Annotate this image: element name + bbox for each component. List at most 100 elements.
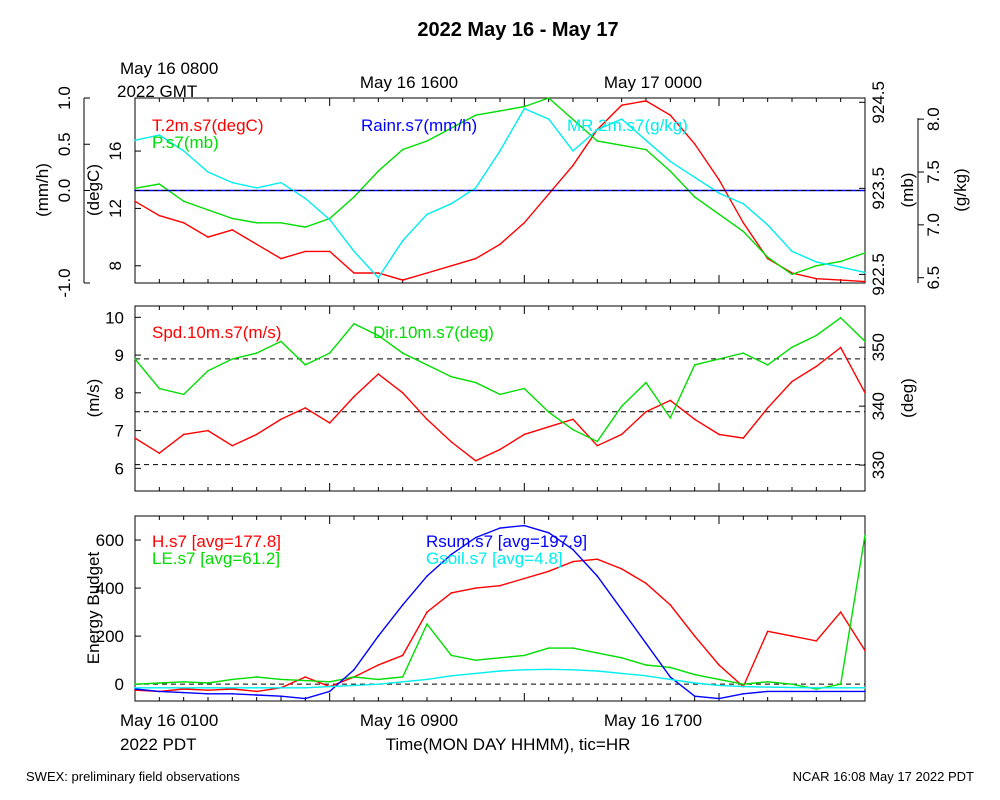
figure-title: 2022 May 16 - May 17	[417, 19, 618, 41]
data-point	[304, 687, 307, 689]
data-point	[134, 358, 136, 360]
temp-axis-tick-label: 12	[106, 199, 125, 218]
data-point	[328, 218, 331, 221]
data-point	[401, 148, 404, 151]
data-point	[645, 381, 647, 384]
data-point	[572, 669, 574, 671]
data-point	[377, 635, 380, 637]
data-point	[377, 373, 380, 375]
data-point	[158, 134, 161, 136]
data-point	[231, 181, 234, 184]
data-point	[523, 433, 526, 436]
data-point	[547, 668, 550, 671]
data-point	[791, 686, 793, 689]
data-point	[255, 433, 258, 436]
data-point	[864, 252, 866, 254]
pressure-axis-label: (mb)	[898, 173, 917, 208]
data-point	[864, 534, 866, 536]
data-point	[474, 381, 477, 384]
data-point	[450, 654, 453, 657]
data-point	[766, 224, 769, 226]
data-point	[620, 104, 623, 106]
data-point	[328, 685, 331, 688]
data-point	[742, 437, 745, 439]
data-point	[718, 358, 720, 360]
x-axis-label: Time(MON DAY HHMM), tic=HR	[386, 735, 631, 754]
data-point	[158, 682, 161, 684]
data-point	[328, 681, 331, 683]
data-point	[596, 440, 599, 443]
data-point	[304, 676, 307, 678]
data-point	[620, 433, 623, 436]
data-point	[669, 678, 672, 681]
data-point	[766, 630, 769, 633]
data-point	[377, 664, 380, 666]
data-point	[718, 192, 720, 194]
speed-axis-tick-label: 7	[115, 422, 124, 441]
data-point	[742, 685, 745, 688]
data-point	[231, 688, 234, 690]
data-point	[426, 611, 428, 613]
data-point	[353, 676, 355, 678]
data-point	[134, 437, 136, 439]
bottom-tick-3: May 16 1700	[604, 711, 702, 730]
data-point	[182, 681, 185, 683]
data-point	[839, 687, 842, 689]
data-point	[450, 675, 453, 677]
data-point	[620, 405, 623, 408]
data-point	[718, 213, 720, 215]
data-point	[182, 687, 185, 689]
data-point	[693, 418, 696, 421]
data-point	[791, 273, 793, 276]
data-point	[742, 202, 745, 205]
data-point	[134, 689, 136, 691]
data-point	[450, 592, 453, 594]
data-point	[523, 107, 526, 110]
data-point	[353, 684, 355, 687]
data-point	[255, 243, 258, 246]
data-point	[596, 575, 599, 577]
data-point	[474, 257, 477, 260]
data-point	[693, 695, 696, 697]
footer-right: NCAR 16:08 May 17 2022 PDT	[793, 769, 974, 784]
data-point	[401, 604, 404, 606]
data-point	[304, 250, 307, 253]
data-point	[523, 654, 526, 657]
data-point	[596, 128, 599, 131]
data-point	[645, 410, 647, 413]
data-point	[718, 433, 720, 436]
data-point	[304, 226, 307, 228]
data-point	[669, 666, 672, 669]
data-point	[864, 687, 866, 689]
data-point	[499, 670, 501, 672]
data-point	[572, 560, 574, 563]
data-point	[426, 418, 428, 421]
speed-axis-tick-label: 10	[105, 308, 124, 327]
middle-panel: 6 7 8 9 10 (m/s) 330 340 350 (deg) Spd.10m.s7(m/s)…	[84, 306, 917, 491]
data-point	[645, 675, 647, 677]
data-point	[377, 276, 380, 279]
data-point	[377, 683, 380, 685]
data-point	[280, 340, 282, 343]
data-point	[766, 364, 769, 366]
legend-rain-rate: Rainr.s7(mm/h)	[361, 116, 477, 135]
data-point	[134, 200, 136, 203]
data-point	[377, 170, 380, 172]
data-point	[280, 181, 282, 184]
rain-axis-tick-label: 0.0	[55, 179, 74, 203]
legend-temperature: T.2m.s7(degC)	[152, 116, 263, 135]
data-point	[426, 364, 428, 366]
data-point	[791, 346, 793, 349]
data-point	[839, 611, 842, 613]
data-point	[718, 178, 720, 181]
data-point	[231, 358, 234, 360]
data-point	[620, 118, 623, 120]
data-point	[158, 687, 161, 689]
data-point	[815, 687, 818, 689]
mixing-ratio-axis-label: (g/kg)	[951, 168, 970, 211]
data-point	[864, 690, 866, 693]
data-point	[377, 272, 380, 274]
data-point	[645, 642, 647, 645]
data-point	[839, 260, 842, 263]
legend-wind-direction: Dir.10m.s7(deg)	[373, 323, 494, 342]
